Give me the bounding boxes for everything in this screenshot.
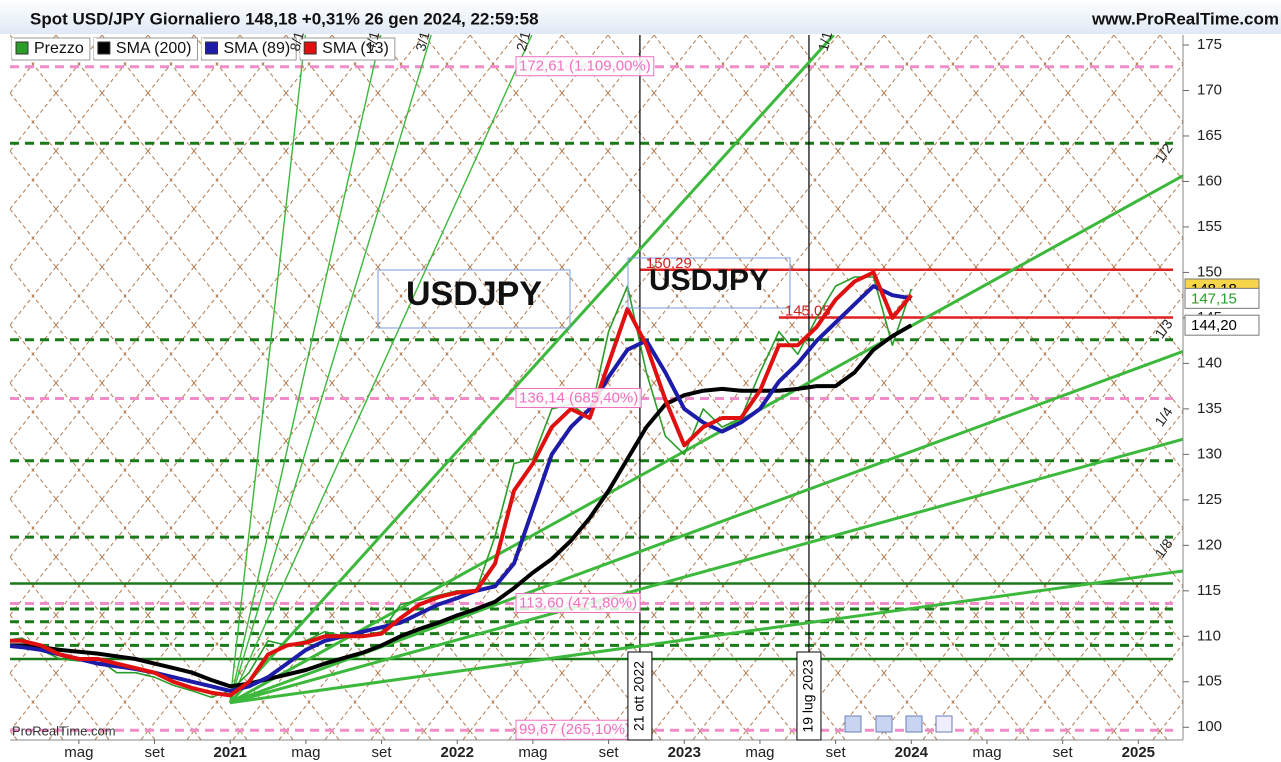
legend-label: Prezzo xyxy=(34,40,84,57)
level-label: 150,29 xyxy=(646,255,692,272)
annotation: USDJPY xyxy=(649,264,769,297)
legend-box xyxy=(12,38,14,58)
y-tick-label: 135 xyxy=(1197,400,1222,417)
level-label-box xyxy=(515,593,641,614)
annotation-box xyxy=(377,269,571,329)
fan-label: 3/1 xyxy=(412,30,433,53)
icon[interactable] xyxy=(844,715,862,733)
legend-swatch xyxy=(97,41,111,55)
y-tick-label: 115 xyxy=(1197,582,1221,599)
last-value-label: 144,20 xyxy=(1191,317,1237,334)
level-label: 172,61 (1.109,00%) xyxy=(519,58,651,75)
x-tick-label: 2022 xyxy=(441,744,474,761)
y-tick-label: 125 xyxy=(1197,491,1222,508)
x-tick-label: 2023 xyxy=(668,744,701,761)
marker-label: 21 ott 2022 xyxy=(631,661,647,731)
fan-line xyxy=(229,437,1183,705)
fan-line xyxy=(229,569,1183,705)
fan-line xyxy=(229,35,533,703)
marker-label: 19 lug 2023 xyxy=(800,659,816,732)
x-tick-label: set xyxy=(145,744,166,761)
level-label: 145,05 xyxy=(785,302,831,319)
legend-box xyxy=(300,38,303,58)
last-value-label: 147,15 xyxy=(1191,290,1237,307)
y-tick-label: 105 xyxy=(1197,673,1222,690)
y-tick-label: 175 xyxy=(1197,36,1222,53)
y-tick-label: 160 xyxy=(1197,172,1222,189)
x-tick-label: set xyxy=(599,744,620,761)
fan-line xyxy=(229,174,1183,705)
fan-label: 2/1 xyxy=(513,30,534,53)
legend-swatch xyxy=(204,41,218,55)
fan-line xyxy=(229,35,432,703)
toolbar-icons xyxy=(844,715,953,733)
fan-line xyxy=(228,35,835,704)
y-tick-label: 100 xyxy=(1197,718,1222,735)
icon[interactable] xyxy=(935,715,953,733)
watermark: ProRealTime.com xyxy=(12,723,116,738)
icon[interactable] xyxy=(875,715,893,733)
legend: Prezzo SMA (200) SMA (89) SMA (13) xyxy=(11,37,396,61)
x-tick-label: set xyxy=(1053,744,1074,761)
level-label-box xyxy=(515,387,642,408)
annotation: USDJPY xyxy=(406,275,542,313)
chart-title: Spot USD/JPY Giornaliero 148,18 +0,31% 2… xyxy=(30,9,539,28)
x-tick-label: 2025 xyxy=(1122,744,1155,761)
legend-label: SMA (13) xyxy=(322,40,389,57)
x-tick-label: 2021 xyxy=(214,744,247,761)
x-tick-label: mag xyxy=(745,744,774,761)
annotations: USDJPY USDJPY xyxy=(377,257,791,329)
y-tick-label: 150 xyxy=(1197,263,1222,280)
y-tick-label: 120 xyxy=(1197,536,1222,553)
last-value-box xyxy=(1184,287,1260,309)
y-tick-label: 110 xyxy=(1197,627,1221,644)
fan-label: 1/1 xyxy=(815,30,836,53)
y-tick-label: 140 xyxy=(1197,354,1222,371)
x-tick-label: mag xyxy=(291,744,320,761)
level-label: 113,60 (471,80%) xyxy=(519,595,637,612)
legend-swatch xyxy=(303,41,317,55)
plot-area xyxy=(10,35,1183,740)
annotation-box xyxy=(627,257,791,309)
level-label: 136,14 (685,40%) xyxy=(519,389,638,406)
level-label-box xyxy=(515,56,655,77)
fan-label: 8/1 xyxy=(286,30,307,53)
legend-label: SMA (89) xyxy=(223,40,290,57)
fan-label: 4/1 xyxy=(362,30,383,53)
header-bar xyxy=(0,0,1281,34)
legend-label: SMA (200) xyxy=(116,40,192,57)
level-label: 99,67 (265,10%) xyxy=(519,721,630,738)
series-line xyxy=(10,270,913,698)
fan-line xyxy=(229,35,307,703)
x-tick-label: set xyxy=(826,744,847,761)
fan-line xyxy=(229,35,382,703)
legend-box xyxy=(201,38,204,58)
y-tick-label: 165 xyxy=(1197,127,1222,144)
y-tick-label: 155 xyxy=(1197,218,1222,235)
y-tick-label: 130 xyxy=(1197,445,1222,462)
x-tick-label: mag xyxy=(64,744,93,761)
site-name: www.ProRealTime.com xyxy=(1091,9,1279,28)
legend-box xyxy=(93,38,96,58)
icon[interactable] xyxy=(905,715,923,733)
last-value-box xyxy=(1184,314,1260,336)
x-tick-label: mag xyxy=(518,744,547,761)
x-tick-label: mag xyxy=(972,744,1001,761)
x-tick-label: 2024 xyxy=(895,744,929,761)
marker-label-box xyxy=(796,651,822,741)
axes: 1001051101151201251301351401451501551601… xyxy=(64,36,1260,761)
marker-label-box xyxy=(627,651,653,741)
x-tick-label: set xyxy=(372,744,393,761)
legend-swatch xyxy=(15,41,29,55)
y-tick-label: 170 xyxy=(1197,81,1222,98)
